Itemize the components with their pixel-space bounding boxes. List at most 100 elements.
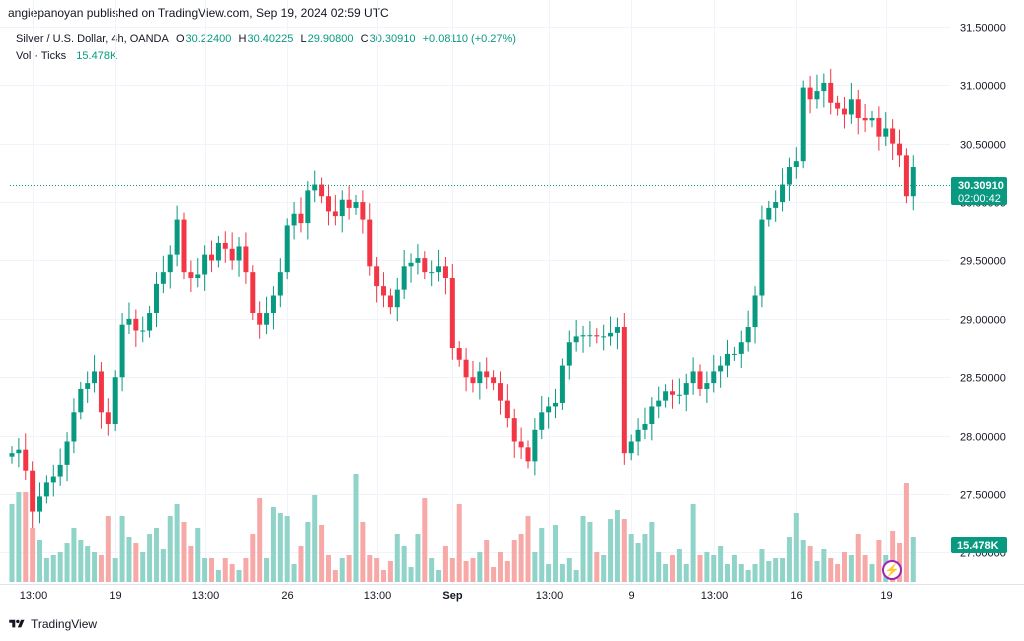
volume-bar (422, 498, 428, 582)
candle-body (250, 272, 256, 314)
candle-body (738, 342, 744, 354)
volume-bar (367, 555, 373, 582)
candle-body (890, 128, 896, 144)
candle-body (277, 272, 283, 296)
candle-body (188, 272, 194, 278)
volume-bar (449, 558, 455, 582)
volume-bar (174, 504, 180, 582)
volume-bar (828, 558, 834, 582)
volume-bar (319, 525, 325, 582)
candle-body (360, 202, 366, 220)
volume-bar (71, 528, 77, 582)
volume-bar (436, 570, 442, 582)
change-value: +0.08110 (+0.27%) (422, 33, 516, 45)
volume-bar (57, 552, 63, 582)
volume-bar (298, 546, 304, 582)
volume-bar (429, 558, 435, 582)
volume-bar (202, 558, 208, 582)
volume-bar (126, 537, 132, 582)
candle-body (463, 359, 469, 378)
volume-bar (408, 567, 414, 582)
candle-body (910, 167, 916, 197)
volume-bar (559, 564, 565, 582)
volume-bar (608, 519, 614, 582)
candle-body (491, 377, 497, 384)
candle-body (305, 190, 311, 224)
volume-bar (704, 552, 710, 582)
volume-bar (195, 528, 201, 582)
volume-bar (78, 540, 84, 582)
candle-body (539, 412, 545, 430)
candle-body (284, 225, 290, 273)
volume-bar (876, 540, 882, 582)
volume-bar (642, 534, 648, 582)
volume-bar (181, 522, 187, 582)
volume-bar (649, 522, 655, 582)
candle-body (387, 295, 393, 308)
candle-body (181, 219, 187, 273)
volume-bar (869, 564, 875, 582)
candle-body (669, 391, 675, 395)
volume-bar (601, 555, 607, 582)
time-axis: 13:00 19 13:00 26 13:00 Sep 13:00 9 13:00 16 19 (20, 590, 893, 602)
volume-bar (890, 531, 896, 582)
candle-body (92, 371, 98, 384)
high-label: H (238, 33, 247, 45)
volume-bar (862, 555, 868, 582)
candle-body (291, 213, 297, 226)
candle-body (841, 108, 847, 115)
volume-bar (16, 492, 22, 582)
candle-body (264, 313, 270, 325)
volume-bar (119, 516, 125, 582)
candle-body (807, 87, 813, 100)
volume-bar (807, 546, 813, 582)
flash-icon[interactable]: ⚡ (882, 560, 902, 580)
volume-bar (621, 519, 627, 582)
candle-body (23, 449, 29, 471)
volume-bar (635, 543, 641, 582)
time-tick-label: 26 (281, 590, 293, 602)
volume-bar (229, 564, 235, 582)
candle-body (566, 342, 572, 366)
volume-bar (291, 564, 297, 582)
candle-body (614, 327, 620, 333)
candle-body (553, 402, 559, 407)
volume-bar (731, 555, 737, 582)
volume-bar (277, 513, 283, 582)
volume-bar (346, 555, 352, 582)
volume-bar (92, 552, 98, 582)
volume-bar (160, 549, 166, 582)
candle-body (855, 99, 861, 118)
candle-body (470, 377, 476, 384)
volume-bar (401, 546, 407, 582)
volume-bar (614, 510, 620, 582)
time-tick-label: 13:00 (20, 590, 48, 602)
candle-body (800, 87, 806, 162)
volume-badge: 15.478K (951, 537, 1007, 553)
volume-bar (663, 564, 669, 582)
candle-body (30, 470, 36, 512)
time-tick-label: 13:00 (536, 590, 564, 602)
candle-body (621, 327, 627, 454)
candle-body (415, 258, 421, 263)
candle-body (594, 335, 600, 337)
volume-bar (793, 513, 799, 582)
candle-body (608, 332, 614, 337)
volume-bar (855, 534, 861, 582)
countdown-text: 02:00:42 (958, 193, 1001, 205)
time-tick-label: 13:00 (364, 590, 392, 602)
candle-body (835, 102, 841, 109)
candle-body (745, 327, 751, 343)
volume-bar (773, 558, 779, 582)
candle-body (436, 266, 442, 273)
candle-body (587, 335, 593, 337)
candle-body (456, 348, 462, 360)
candle-body (546, 406, 552, 413)
candle-body (477, 371, 483, 384)
volume-bar (167, 516, 173, 582)
candle-body (559, 365, 565, 403)
volume-bar (766, 561, 772, 582)
volume-bar (841, 552, 847, 582)
volume-bar (683, 564, 689, 582)
